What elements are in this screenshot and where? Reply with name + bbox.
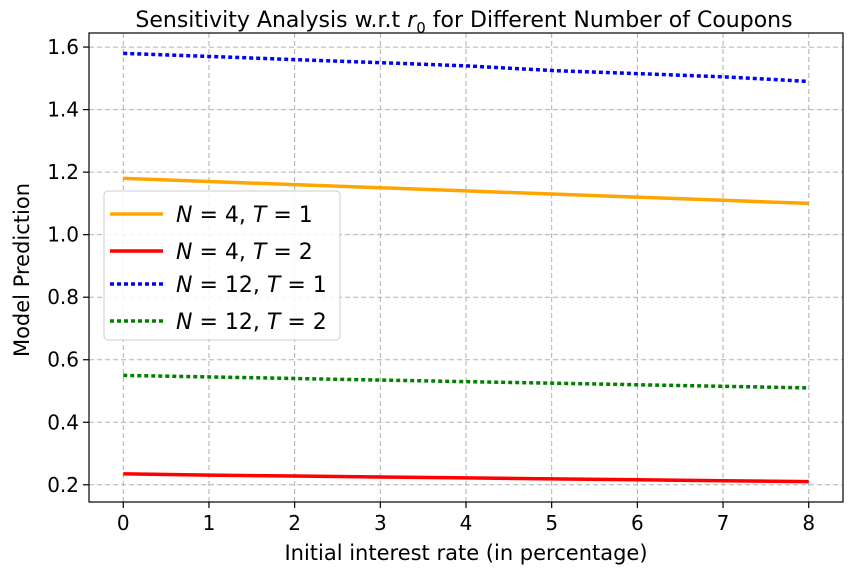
y-tick-label: 0.6	[47, 348, 79, 372]
x-tick-label: 5	[545, 511, 558, 535]
x-tick-label: 8	[802, 511, 815, 535]
y-tick-label: 1.6	[47, 35, 79, 59]
x-axis-label: Initial interest rate (in percentage)	[284, 541, 647, 565]
series-line-0	[123, 176, 809, 206]
ticks: 0 1 2 3 4 5 6 7 8 0.2 0.4 0.6 0.8 1.0 1.2 1.4 1.6	[47, 35, 815, 535]
x-tick-label: 6	[631, 511, 644, 535]
legend: N = 4, T = 1 N = 4, T = 2 N = 12, T = 1 N =…	[103, 190, 341, 341]
y-tick-label: 0.8	[47, 285, 79, 309]
y-tick-label: 0.2	[47, 473, 79, 497]
series-line-3	[123, 373, 809, 390]
grid	[89, 33, 843, 502]
legend-entry-2: N = 12, T = 1	[176, 273, 327, 298]
y-tick-label: 1.0	[47, 223, 79, 247]
series-line-2	[123, 51, 809, 84]
legend-entry-0: N = 4, T = 1	[176, 203, 313, 228]
chart-title: Sensitivity Analysis w.r.t r0 for Differ…	[135, 8, 792, 37]
series-layer	[123, 51, 809, 484]
y-axis-label: Model Prediction	[10, 183, 34, 357]
legend-box	[103, 190, 341, 341]
x-tick-label: 0	[117, 511, 130, 535]
y-tick-label: 0.4	[47, 410, 79, 434]
x-tick-label: 7	[717, 511, 730, 535]
legend-entry-3: N = 12, T = 2	[176, 310, 327, 335]
y-tick-label: 1.2	[47, 160, 79, 184]
x-tick-label: 1	[203, 511, 216, 535]
y-tick-label: 1.4	[47, 98, 79, 122]
x-tick-label: 4	[460, 511, 473, 535]
x-tick-label: 3	[374, 511, 387, 535]
x-tick-label: 2	[288, 511, 301, 535]
legend-entry-1: N = 4, T = 2	[176, 240, 313, 265]
series-line-1	[123, 472, 809, 484]
